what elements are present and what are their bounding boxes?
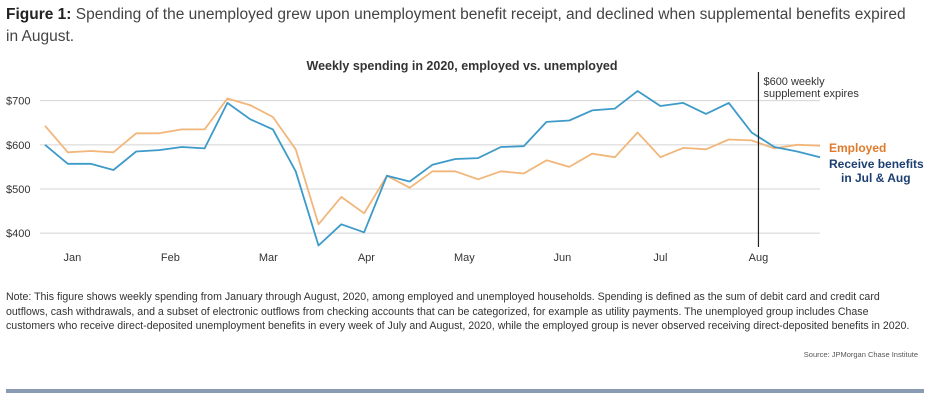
figure-heading: Figure 1: Spending of the unemployed gre… [6, 4, 906, 48]
x-axis-ticks: Jan Feb Mar Apr May Jun Jul Aug [63, 252, 768, 264]
x-tick-label: Apr [358, 252, 375, 264]
y-tick-label: $400 [6, 228, 30, 240]
unemployed-line [44, 90, 821, 247]
bottom-rule [6, 389, 924, 393]
x-tick-label: Jun [554, 252, 572, 264]
employed-line [44, 97, 821, 226]
y-tick-label: $700 [6, 96, 30, 108]
figure-label: Figure 1: [6, 6, 72, 23]
x-tick-label: Feb [161, 252, 180, 264]
series-lines [44, 90, 821, 247]
annotations: $600 weekly supplement expires [757, 72, 859, 247]
x-tick-label: May [454, 252, 475, 264]
chart-source: Source: JPMorgan Chase Institute [803, 350, 918, 359]
chart-title: Weekly spending in 2020, employed vs. un… [306, 59, 618, 73]
chart-note: Note: This figure shows weekly spending … [6, 291, 910, 333]
y-tick-label: $600 [6, 140, 30, 152]
annotation-text: $600 weekly supplement expires [763, 76, 859, 100]
figure-caption: Spending of the unemployed grew upon une… [6, 6, 906, 45]
employed-series-label: Employed [829, 141, 886, 155]
x-tick-label: Jul [653, 252, 667, 264]
series-labels: Employed Receive benefits in Jul & Aug [829, 141, 924, 185]
y-tick-label: $500 [6, 184, 30, 196]
gridlines [40, 100, 820, 234]
x-tick-label: Mar [259, 252, 278, 264]
unemployed-series-label: Receive benefits in Jul & Aug [829, 157, 924, 185]
chart-title-wrap: Weekly spending in 2020, employed vs. un… [0, 59, 936, 73]
x-tick-label: Jan [63, 252, 81, 264]
x-tick-label: Aug [749, 252, 769, 264]
line-chart: $400 $500 $600 $700 Jan Feb Mar Apr May Jun Jul Au… [6, 72, 924, 264]
y-axis-ticks: $400 $500 $600 $700 [6, 96, 30, 241]
